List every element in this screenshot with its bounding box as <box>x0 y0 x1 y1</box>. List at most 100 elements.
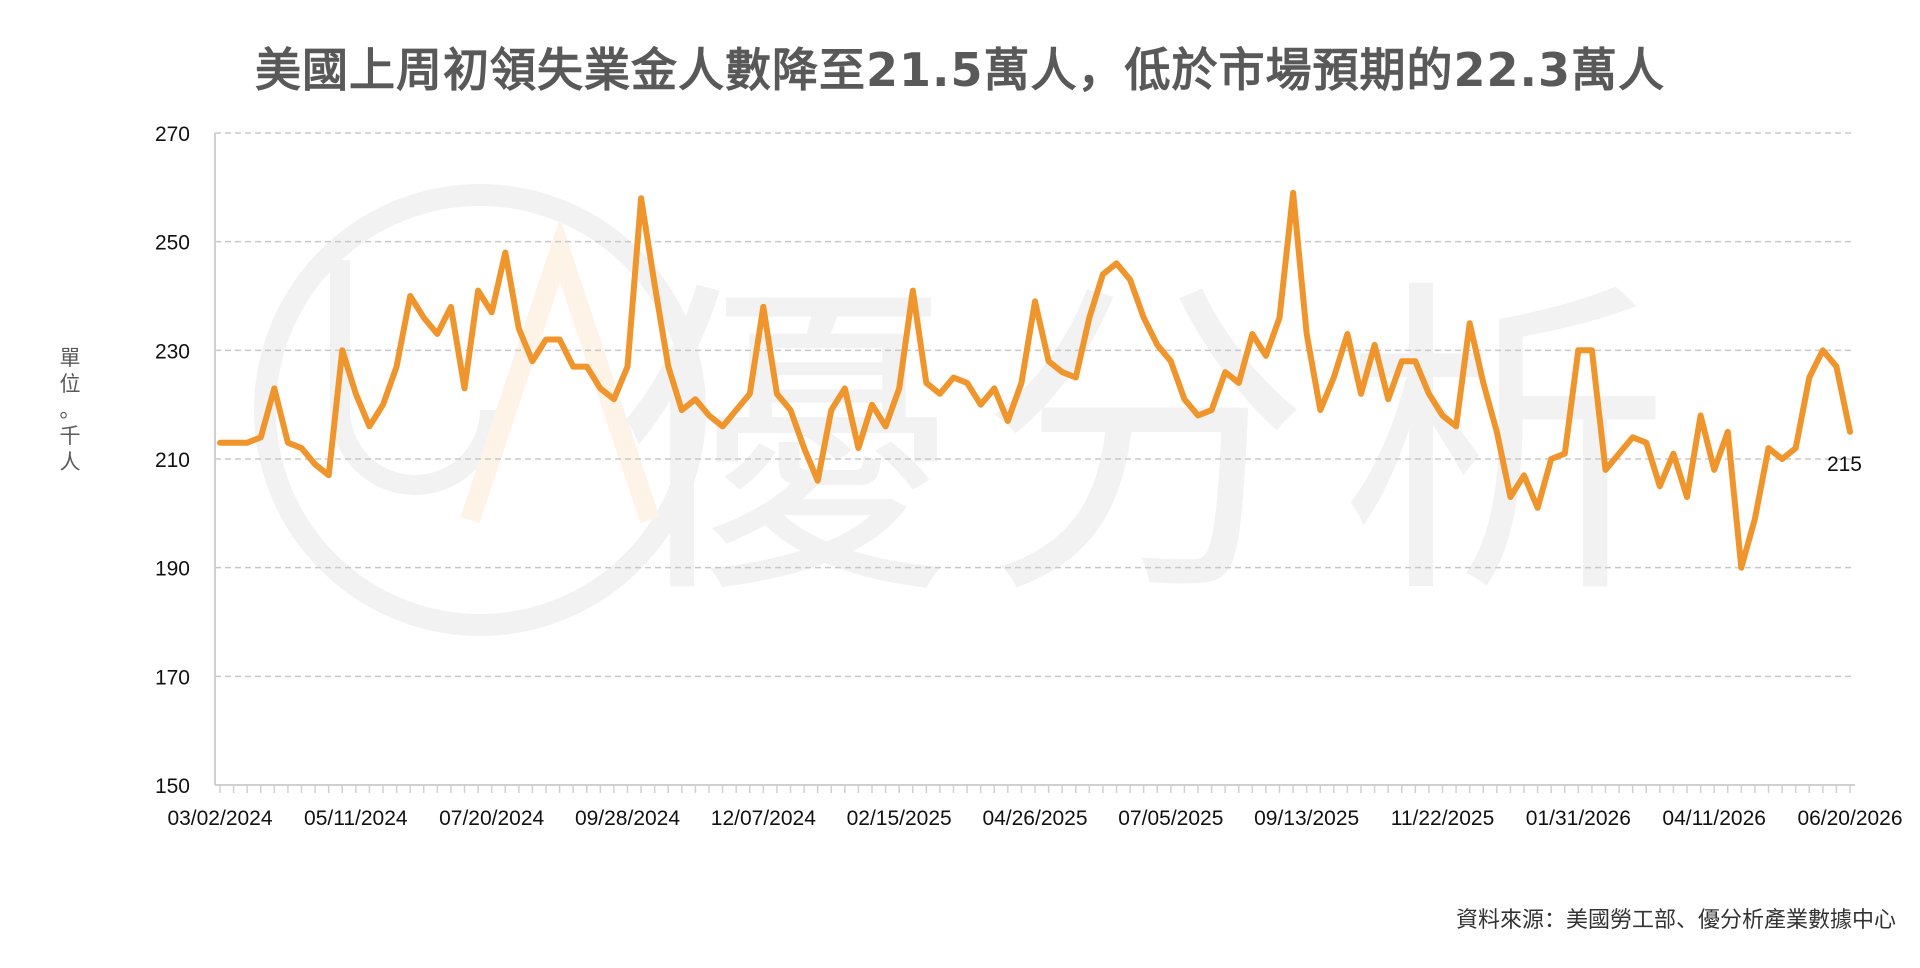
data-point <box>1088 317 1090 319</box>
last-value-label: 215 <box>1827 453 1862 476</box>
data-point <box>1509 496 1511 498</box>
data-point <box>912 290 914 292</box>
data-point <box>1007 420 1009 422</box>
data-point <box>1672 453 1674 455</box>
data-point <box>681 409 683 411</box>
data-point <box>382 404 384 406</box>
watermark-u <box>330 260 500 495</box>
series-group <box>217 189 1853 571</box>
x-tick-label: 09/13/2025 <box>1254 807 1359 830</box>
axes <box>214 133 1855 793</box>
data-point <box>1727 431 1729 433</box>
data-point <box>1279 317 1280 319</box>
data-point <box>1224 371 1226 373</box>
y-tick-label: 250 <box>155 232 190 255</box>
data-point <box>1645 442 1647 444</box>
y-axis-label: 單位。千人 <box>50 345 90 475</box>
data-point <box>436 333 438 335</box>
data-point <box>1591 349 1593 351</box>
data-point <box>1428 393 1430 395</box>
x-tick-label: 05/11/2024 <box>304 807 408 830</box>
data-point <box>708 415 710 417</box>
data-point <box>1075 377 1077 378</box>
x-tick-label: 02/15/2025 <box>847 807 952 830</box>
y-tick-label: 170 <box>155 666 190 689</box>
data-point <box>1374 344 1376 346</box>
data-point <box>423 317 425 319</box>
y-tick-label: 230 <box>155 340 190 363</box>
data-point <box>966 382 968 384</box>
data-point <box>980 404 982 406</box>
x-tick-label: 01/31/2026 <box>1526 807 1631 830</box>
source-note: 資料來源：美國勞工部、優分析產業數據中心 <box>1455 908 1896 933</box>
data-point <box>1523 474 1525 476</box>
data-point <box>844 387 846 389</box>
data-point <box>803 447 805 449</box>
data-point <box>1740 567 1742 569</box>
data-point <box>260 436 262 438</box>
x-tick-label: 11/22/2025 <box>1391 807 1495 830</box>
data-point <box>464 387 465 389</box>
x-tick-label: 07/05/2025 <box>1118 807 1223 830</box>
data-point <box>1781 458 1783 460</box>
x-tick-label: 09/28/2024 <box>575 807 680 830</box>
data-point <box>1564 453 1566 455</box>
data-point <box>518 328 520 330</box>
data-point <box>1360 393 1362 395</box>
data-point <box>925 382 927 384</box>
data-point <box>409 295 411 297</box>
data-point <box>735 409 737 411</box>
data-point <box>871 404 873 406</box>
data-point <box>233 442 235 444</box>
data-point <box>1550 458 1552 460</box>
data-point <box>613 398 615 400</box>
data-point <box>1292 192 1294 194</box>
data-point <box>1251 333 1253 335</box>
x-tick-label: 03/02/2024 <box>167 807 272 830</box>
data-point <box>599 387 601 389</box>
x-tick-label: 12/07/2024 <box>711 807 816 830</box>
data-point <box>314 463 316 465</box>
data-point <box>1632 436 1634 438</box>
data-point <box>1822 349 1824 351</box>
data-point <box>531 360 533 362</box>
y-tick-label: 190 <box>155 558 190 581</box>
data-point <box>939 393 941 395</box>
data-point <box>1346 333 1348 335</box>
data-point <box>273 387 275 389</box>
data-point <box>396 366 398 368</box>
data-point <box>1537 507 1539 509</box>
data-point <box>1401 360 1403 362</box>
watermark-text: 優分析 <box>620 254 1700 638</box>
data-point <box>1048 360 1050 362</box>
data-point <box>1319 409 1321 411</box>
watermark-a <box>460 218 660 524</box>
data-point <box>1143 317 1145 319</box>
data-point <box>355 393 357 395</box>
y-tick-label: 150 <box>155 775 190 798</box>
data-point <box>885 425 887 427</box>
data-point <box>1713 469 1715 471</box>
watermark-logo: 優分析 <box>254 184 1700 638</box>
data-point <box>1849 431 1851 433</box>
data-point <box>301 447 302 449</box>
data-point <box>1835 366 1837 368</box>
data-point <box>1183 398 1185 400</box>
data-point <box>450 306 452 308</box>
data-point <box>1238 382 1240 384</box>
data-point <box>1020 382 1022 384</box>
data-point <box>830 409 832 411</box>
data-point <box>1034 300 1036 302</box>
data-labels: 215 <box>1827 453 1862 476</box>
data-point <box>667 366 669 368</box>
data-point <box>1061 371 1063 373</box>
data-point <box>1808 377 1810 378</box>
data-point <box>749 393 751 395</box>
data-point <box>898 387 900 389</box>
data-point <box>1306 333 1308 335</box>
data-point <box>559 338 561 340</box>
x-tick-label: 04/26/2025 <box>982 807 1087 830</box>
data-point <box>1768 447 1769 449</box>
data-point <box>1102 273 1104 275</box>
data-point <box>368 425 370 427</box>
